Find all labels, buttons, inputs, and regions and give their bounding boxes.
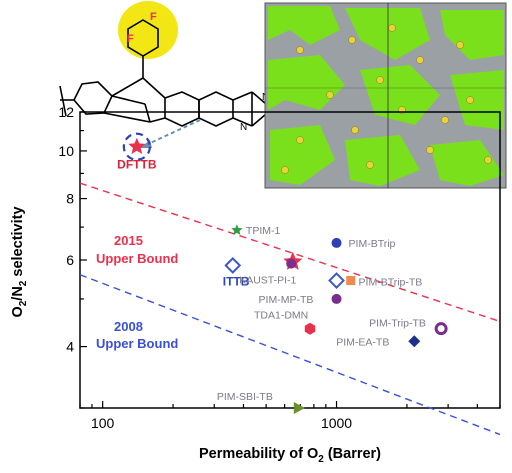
upper-bound-2008-year: 2008 [114,319,143,334]
fluorine-label-1: F [150,11,157,23]
point-tda1-dmn [304,322,316,335]
point-pim-btrip [331,237,342,248]
y-tick-label: 4 [66,339,74,355]
fluorine-highlight [118,1,178,59]
right-ring-2 [198,91,234,127]
nitrogen-label-2: N [240,122,247,133]
point-pim-btrip-tb-label: PIM-BTrip-TB [359,277,423,289]
point-tpim-1-label: TPIM-1 [246,225,281,237]
fluorine-label-2: F [127,33,134,45]
point-ittb [224,256,242,274]
point-pim-ea-tb-label: PIM-EA-TB [336,336,389,348]
point-dfttb [128,137,146,154]
chemical-structure [59,1,286,127]
point-tpim-1 [231,224,243,235]
point-pim-sbi-tb [293,402,305,414]
dftb-highlight-ring [122,132,151,161]
x-tick-label: 100 [91,415,115,431]
point-pim-sbi-tb-label: PIM-SBI-TB [217,391,273,403]
y-axis-title: O2/N2 selectivity [10,206,29,317]
simulation-image [264,2,507,189]
y-tick-label: 12 [58,104,74,120]
y-axis-ticks: 4 6 8 10 12 [58,104,87,409]
x-tick-label: 1000 [321,415,352,431]
point-pim-mp-tb-label: PIM-MP-TB [259,294,314,306]
point-pim-btrip-label: PIM-BTrip [349,238,396,250]
point-dfttb-label: DFTTB [117,158,157,172]
y-tick-label: 10 [58,143,74,159]
y-tick-label: 6 [66,252,74,268]
point-pim-trip-tb-label: PIM-Trip-TB [369,318,426,330]
upper-bound-2008-label: Upper Bound [96,336,178,351]
upper-bound-line-2008 [79,274,501,436]
upper-bound-line-2015 [79,182,501,323]
x-axis-ticks: 100 1000 [79,401,501,431]
arrow-to-dftb [145,119,201,146]
point-tda1-dmn-label: TDA1-DMN [254,310,308,322]
x-axis-title: Permeability of O2 (Barrer) [199,446,381,465]
point-pim-mp-tb [331,293,342,304]
upper-bound-2015-label: Upper Bound [96,251,178,266]
point-pim-ea-tb [408,335,421,348]
point-pim-trip-tb [434,322,448,336]
point-pim-btrip-tb [328,272,345,289]
point-marker-7 [346,276,356,286]
right-ring [164,91,200,127]
y-tick-label: 8 [66,191,74,207]
point-kaust-pi-1-label: KAUST-PI-1 [239,275,296,287]
point-ittb-label: ITTB [223,274,250,288]
point-kaust-pi-1 [286,258,297,269]
upper-bound-lines [79,182,501,436]
left-ring [73,81,113,115]
upper-bound-2015-year: 2015 [114,233,143,248]
